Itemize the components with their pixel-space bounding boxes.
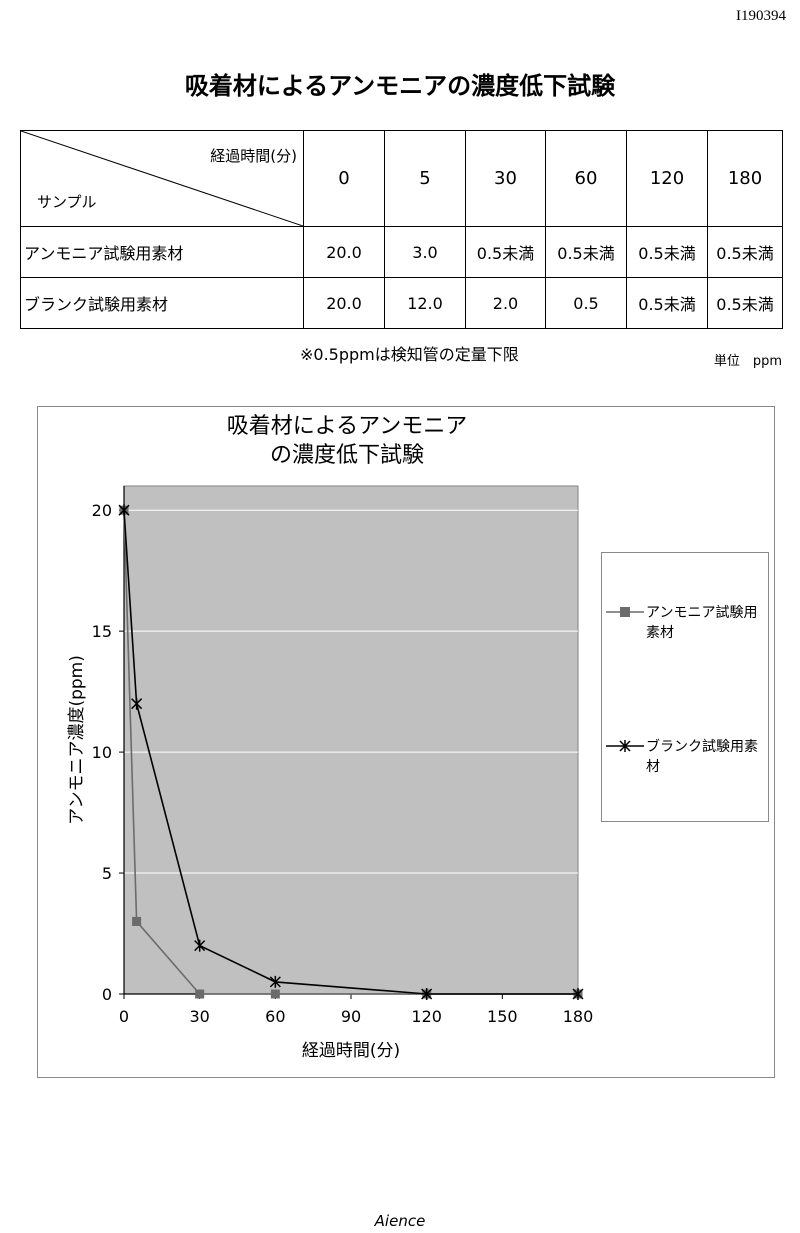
data-point-star: [269, 975, 281, 988]
legend-label: ブランク試験用素 材: [646, 737, 766, 777]
table-cell: 2.0: [465, 277, 546, 329]
y-tick-label: 0: [102, 985, 112, 1004]
data-point-square: [195, 989, 205, 999]
chart-title: 吸着材によるアンモニア の濃度低下試験: [112, 412, 582, 470]
table-footnote: ※0.5ppmは検知管の定量下限: [300, 345, 519, 364]
legend-label: アンモニア試験用 素材: [646, 603, 766, 643]
table-cell: 20.0: [303, 277, 385, 329]
corner-diagonal-line: [21, 131, 303, 226]
table-cell: 0.5: [545, 277, 627, 329]
legend-label-line: 材: [646, 759, 660, 775]
x-tick-label: 90: [341, 1007, 361, 1026]
y-tick-label: 5: [102, 864, 112, 883]
x-tick-label: 0: [119, 1007, 129, 1026]
star-marker-icon: [606, 740, 644, 752]
data-point-square: [132, 916, 142, 926]
x-tick-label: 30: [189, 1007, 209, 1026]
table-cell: 20.0: [303, 226, 385, 278]
footer-brand: Aience: [374, 1212, 426, 1230]
table-header-row: 経過時間(分) サンプル 0 5 30 60 120 180: [20, 130, 783, 227]
results-table: 経過時間(分) サンプル 0 5 30 60 120 180 アンモニア試験用素…: [20, 130, 783, 329]
table-corner-cell: 経過時間(分) サンプル: [20, 130, 304, 227]
legend-label-line: ブランク試験用素: [646, 739, 758, 755]
table-cell: 0.5未満: [626, 226, 708, 278]
y-tick-label: 10: [92, 743, 112, 762]
y-tick-label: 15: [92, 622, 112, 641]
legend-label-line: 素材: [646, 625, 674, 641]
table-cell: 0.5未満: [545, 226, 627, 278]
data-point-square: [270, 989, 280, 999]
corner-label-elapsed-time: 経過時間(分): [210, 147, 297, 165]
chart-title-line-1: 吸着材によるアンモニア: [226, 414, 468, 439]
x-tick-label: 150: [487, 1007, 518, 1026]
legend-item-blank: ブランク試験用素 材: [606, 737, 766, 777]
chart-title-line-2: の濃度低下試験: [269, 443, 424, 468]
corner-label-sample: サンプル: [37, 193, 97, 211]
x-tick-label: 120: [411, 1007, 442, 1026]
plot-area: [123, 485, 579, 995]
square-marker-icon: [606, 607, 644, 617]
row-label: ブランク試験用素材: [20, 277, 304, 329]
data-point-star: [572, 988, 584, 1000]
data-point-star: [194, 939, 206, 952]
table-cell: 0.5未満: [707, 277, 783, 329]
y-axis-title: アンモニア濃度(ppm): [67, 655, 87, 825]
column-header: 5: [384, 130, 466, 227]
data-point-star: [131, 697, 143, 710]
column-header: 60: [545, 130, 627, 227]
x-tick-label: 180: [563, 1007, 594, 1026]
table-cell: 12.0: [384, 277, 466, 329]
table-row: ブランク試験用素材 20.0 12.0 2.0 0.5 0.5未満 0.5未満: [20, 277, 783, 329]
chart-legend: アンモニア試験用 素材 ブランク試験用素 材: [601, 552, 769, 822]
table-cell: 0.5未満: [465, 226, 546, 278]
column-header: 120: [626, 130, 708, 227]
legend-item-ammonia: アンモニア試験用 素材: [606, 603, 766, 643]
column-header: 180: [707, 130, 783, 227]
series-line: [123, 510, 578, 995]
data-point-star: [421, 988, 433, 1000]
data-point-star: [118, 504, 130, 517]
x-axis-title: 経過時間(分): [302, 1041, 400, 1061]
document-id: I190394: [736, 8, 786, 24]
x-tick-label: 60: [265, 1007, 285, 1026]
column-header: 30: [465, 130, 546, 227]
legend-label-line: アンモニア試験用: [646, 605, 758, 621]
unit-label: 単位 ppm: [713, 354, 782, 369]
y-tick-label: 20: [92, 501, 112, 520]
page-title: 吸着材によるアンモニアの濃度低下試験: [184, 72, 616, 100]
